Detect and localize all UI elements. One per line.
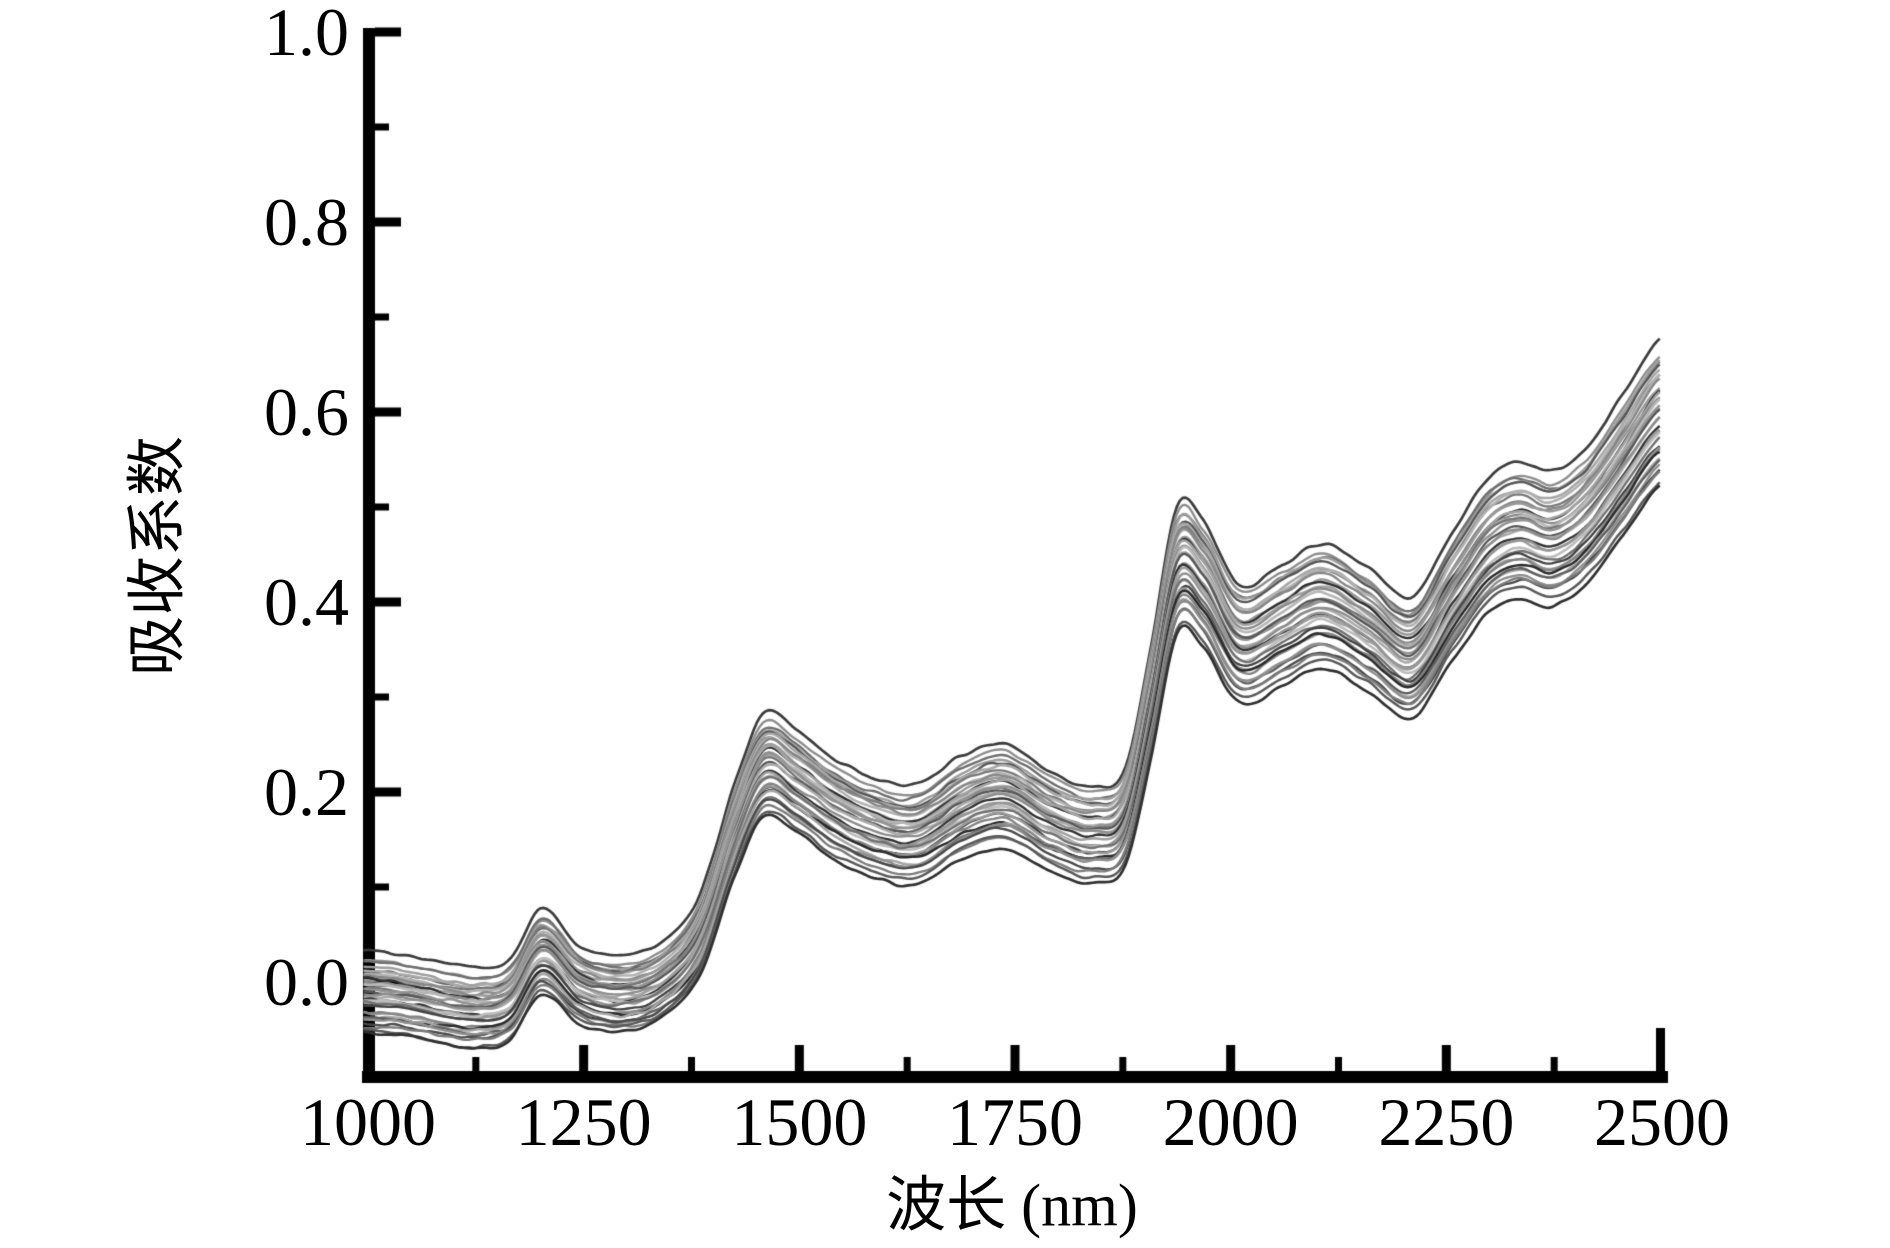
x-tick-label: 1500 bbox=[731, 1084, 868, 1160]
y-axis-title: 吸收系数 bbox=[124, 436, 191, 676]
x-tick-label: 2000 bbox=[1162, 1084, 1299, 1160]
y-tick-label: 1.0 bbox=[264, 0, 349, 70]
y-tick-label: 0.6 bbox=[264, 374, 349, 450]
x-tick-label: 1250 bbox=[515, 1084, 652, 1160]
x-tick-label: 2500 bbox=[1594, 1084, 1730, 1160]
x-tick-label: 1000 bbox=[300, 1084, 436, 1160]
y-tick-label: 0.8 bbox=[264, 184, 349, 260]
x-tick-label: 1750 bbox=[947, 1084, 1083, 1160]
y-tick-label: 0.2 bbox=[264, 754, 349, 830]
y-tick-label: 0.4 bbox=[264, 564, 349, 640]
x-axis-title: 波长 (nm) bbox=[886, 1172, 1138, 1239]
y-tick-label: 0.0 bbox=[264, 944, 349, 1020]
x-tick-label: 2250 bbox=[1378, 1084, 1515, 1160]
